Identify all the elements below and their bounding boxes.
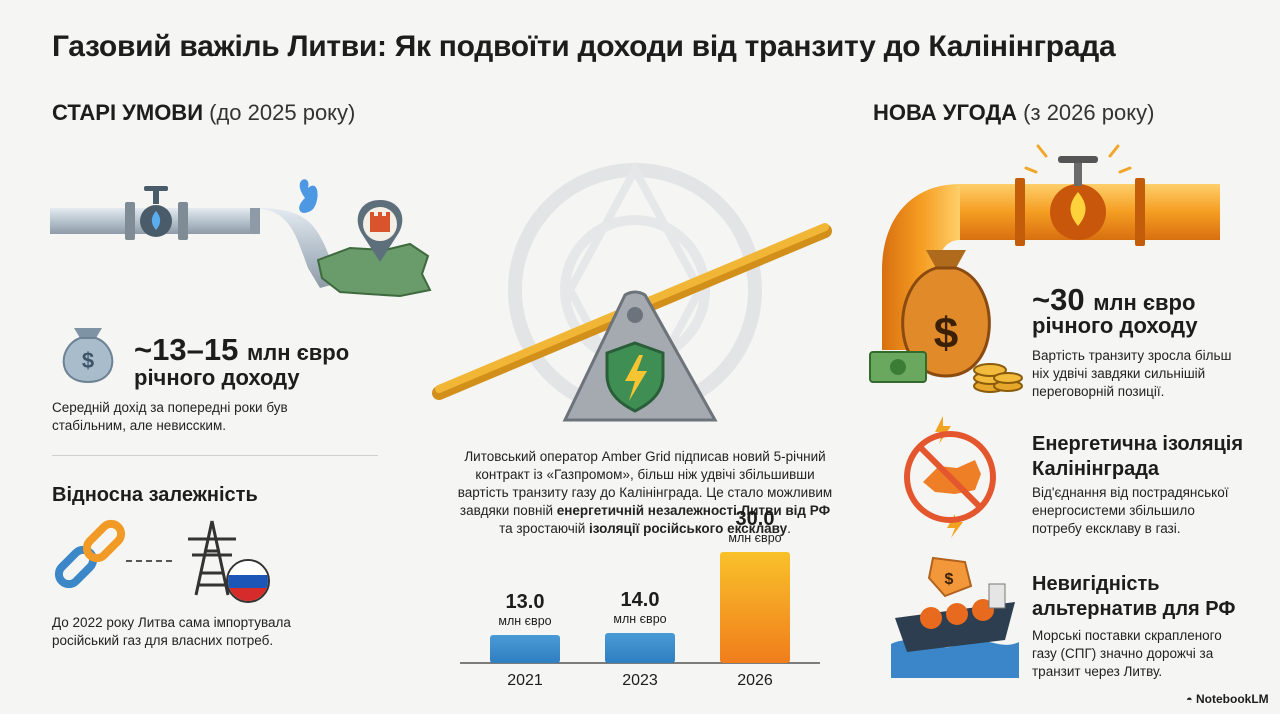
center-text-line: вартість транзиту газу до Калінінграда. … [457, 485, 833, 500]
alternatives-title: Невигідність альтернатив для РФ [1032, 572, 1235, 622]
old-pipeline-illustration [50, 179, 432, 298]
dependence-title: Відносна залежність [52, 484, 258, 506]
bar-value-label: 30.0 [735, 508, 775, 530]
castle-icon [370, 216, 390, 232]
page-title: Газовий важіль Литви: Як подвоїти доходи… [52, 30, 1116, 63]
alternatives-desc: Морські поставки скрапленого газу (СПГ) … [1032, 627, 1222, 681]
notebooklm-logo-icon: ◓ [1186, 694, 1193, 706]
alternatives-desc-line: транзит через Литву. [1032, 664, 1163, 679]
bar-value-label: 13.0 [505, 591, 545, 613]
alternatives-title-line: Невигідність [1032, 573, 1160, 595]
new-revenue-label: річного доходу [1032, 313, 1198, 338]
bar-unit-label: млн євро [498, 614, 552, 628]
new-deal-heading-sub: (з 2026 року) [1023, 100, 1155, 125]
isolation-title: Енергетична ізоляція Калінінграда [1032, 432, 1243, 482]
old-terms-heading-bold: СТАРІ УМОВИ [52, 100, 204, 125]
isolation-title-line: Енергетична ізоляція [1032, 433, 1244, 455]
center-text-fragment: . [787, 521, 791, 536]
brand-footer: ◓ NotebookLM [1186, 692, 1269, 706]
dependence-desc: До 2022 року Литва сама імпортувала росі… [52, 614, 291, 650]
new-revenue-value: ~30 млн євро [1032, 283, 1195, 320]
money-bag-icon: $ [62, 328, 114, 384]
new-deal-heading: НОВА УГОДА (з 2026 року) [873, 100, 1154, 126]
isolation-desc-line: Від'єднання від пострадянської [1032, 485, 1229, 500]
center-text-line: Литовський оператор Amber Grid підписав … [464, 449, 826, 464]
bar-year-label: 2021 [507, 672, 543, 689]
center-text-line: контракт із «Газпромом», більш ніж удвіч… [475, 467, 815, 482]
bar-year-label: 2023 [622, 672, 658, 689]
left-divider [52, 455, 378, 456]
old-revenue-desc-line: стабільним, але невисским. [52, 418, 227, 433]
alternatives-desc-line: Морські поставки скрапленого [1032, 628, 1222, 643]
bar-2026 [720, 552, 790, 663]
old-revenue-unit: млн євро [246, 340, 350, 365]
svg-text:$: $ [945, 571, 954, 588]
old-revenue-value: ~13–15 млн євро [134, 333, 349, 370]
new-revenue-desc-line: Вартість транзиту зросла більш [1032, 348, 1232, 363]
bar-2023 [605, 633, 675, 663]
banknotes-icon [869, 351, 927, 383]
old-revenue-number: ~13–15 [134, 332, 239, 367]
bar-unit-label: млн євро [613, 612, 667, 626]
new-revenue-unit: млн євро [1093, 290, 1196, 315]
old-revenue-desc-line: Середній дохід за попередні роки був [52, 400, 288, 415]
alternatives-desc-line: газу (СПГ) значно дорожчі за [1032, 646, 1214, 661]
bar-value-label: 14.0 [620, 589, 660, 611]
center-text-line: завдяки повній енергетичній незалежності… [420, 502, 870, 520]
seesaw-illustration [432, 223, 832, 422]
russia-flag-icon [226, 559, 270, 603]
isolation-desc: Від'єднання від пострадянської енергосис… [1032, 484, 1228, 538]
bar-year-label: 2026 [737, 672, 773, 689]
isolation-title-line: Калінінграда [1032, 458, 1160, 480]
price-tag-icon: $ [927, 556, 973, 598]
svg-text:$: $ [82, 348, 94, 373]
new-revenue-number: ~30 [1032, 282, 1085, 317]
center-text-bold: енергетичній незалежності Литви від РФ [556, 503, 831, 518]
lng-tanker-icon: $ [891, 556, 1019, 678]
chain-icon [54, 519, 126, 589]
new-revenue-desc-line: ніх удвічі завдяки сильнішій [1032, 366, 1206, 381]
alternatives-title-line: альтернатив для РФ [1032, 598, 1236, 620]
dependence-desc-line: До 2022 року Литва сама імпортувала [52, 615, 291, 630]
chart-svg [460, 552, 820, 664]
svg-text:$: $ [934, 309, 958, 358]
center-text-line: та зростаючій ізоляції російського екскл… [420, 520, 870, 538]
new-revenue-desc-line: переговорній позиції. [1032, 384, 1165, 399]
center-text-fragment: та зростаючій [499, 521, 590, 536]
dependence-desc-line: російський газ для власних потреб. [52, 633, 274, 648]
brand-label: NotebookLM [1196, 692, 1269, 706]
new-pipeline-illustration: $ [869, 144, 1220, 393]
new-revenue-desc: Вартість транзиту зросла більш ніх удвіч… [1032, 347, 1231, 401]
isolation-icon [904, 416, 996, 538]
coins-icon [973, 363, 1023, 393]
bar-unit-label: млн євро [728, 531, 782, 545]
center-description: Литовський оператор Amber Grid підписав … [420, 448, 870, 538]
old-revenue-desc: Середній дохід за попередні роки був ста… [52, 399, 288, 435]
old-terms-heading: СТАРІ УМОВИ (до 2025 року) [52, 100, 355, 126]
transit-revenue-chart: 13.0 млн євро 2021 14.0 млн євро 2023 30.0 млн … [460, 508, 820, 700]
money-bag-icon: $ [901, 250, 991, 378]
bar-2021 [490, 635, 560, 663]
gas-flame-icon [299, 179, 318, 213]
isolation-desc-line: енергосистеми збільшило [1032, 503, 1195, 518]
dependence-illustration [54, 519, 270, 603]
center-text-fragment: завдяки повній [459, 503, 557, 518]
old-terms-heading-sub: (до 2025 року) [209, 100, 356, 125]
old-revenue-label: річного доходу [134, 365, 300, 390]
power-tower-icon [188, 520, 236, 596]
center-text-bold: ізоляції російського ексклаву [589, 521, 788, 536]
isolation-desc-line: потребу ексклаву в газі. [1032, 521, 1181, 536]
new-deal-heading-bold: НОВА УГОДА [873, 100, 1018, 125]
